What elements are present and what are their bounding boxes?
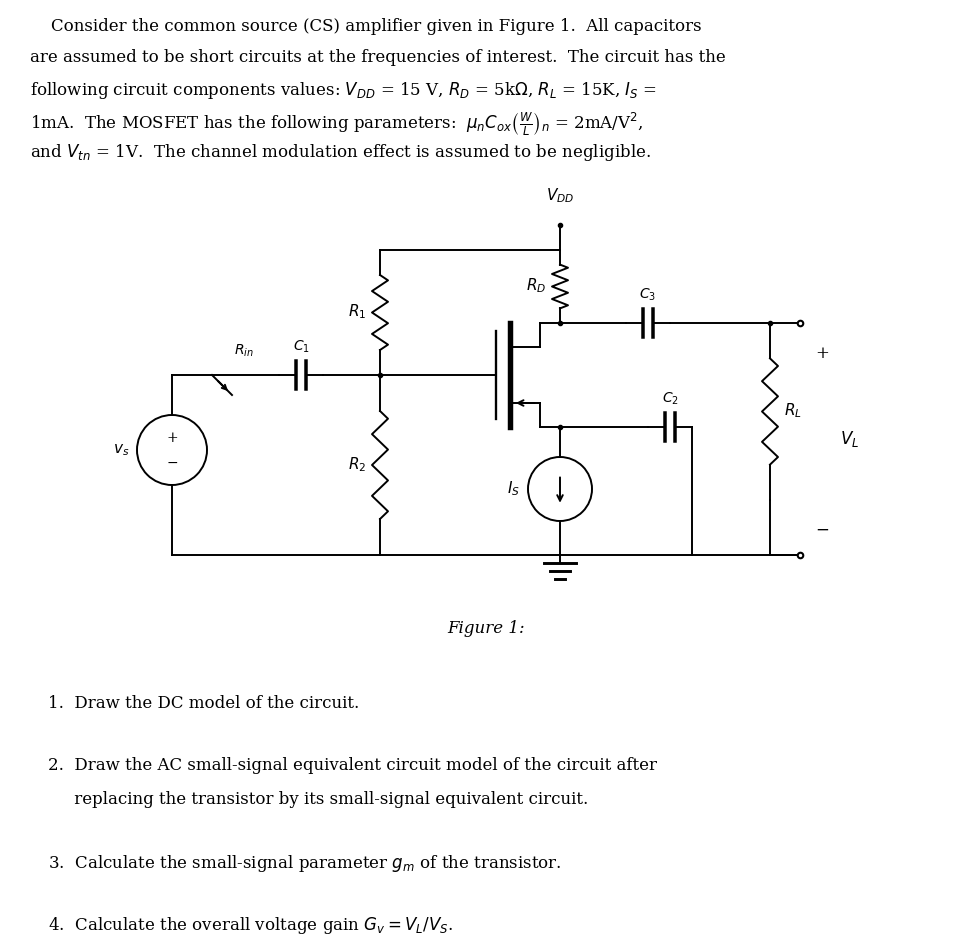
- Text: $R_D$: $R_D$: [526, 277, 546, 295]
- Text: replacing the transistor by its small-signal equivalent circuit.: replacing the transistor by its small-si…: [48, 791, 588, 808]
- Text: −: −: [166, 456, 178, 471]
- Text: $R_L$: $R_L$: [784, 401, 802, 420]
- Text: $C_1$: $C_1$: [293, 339, 309, 355]
- Text: 4.  Calculate the overall voltage gain $G_v = V_L/V_S$.: 4. Calculate the overall voltage gain $G…: [48, 915, 454, 936]
- Text: $I_S$: $I_S$: [507, 479, 520, 498]
- Text: $V_L$: $V_L$: [841, 429, 859, 449]
- Text: 3.  Calculate the small-signal parameter $g_m$ of the transistor.: 3. Calculate the small-signal parameter …: [48, 853, 562, 874]
- Text: +: +: [816, 344, 829, 362]
- Text: 1mA.  The MOSFET has the following parameters:  $\mu_n C_{ox} \left(\frac{W}{L}\: 1mA. The MOSFET has the following parame…: [30, 111, 643, 139]
- Text: 2.  Draw the AC small-signal equivalent circuit model of the circuit after: 2. Draw the AC small-signal equivalent c…: [48, 757, 657, 774]
- Text: $C_3$: $C_3$: [640, 287, 656, 303]
- Text: $R_{in}$: $R_{in}$: [234, 343, 254, 359]
- Text: $C_2$: $C_2$: [662, 391, 678, 407]
- Text: −: −: [816, 522, 829, 538]
- Text: $v_s$: $v_s$: [113, 442, 129, 457]
- Text: are assumed to be short circuits at the frequencies of interest.  The circuit ha: are assumed to be short circuits at the …: [30, 49, 726, 66]
- Text: $R_1$: $R_1$: [348, 303, 366, 322]
- Text: +: +: [166, 431, 178, 445]
- Text: 1.  Draw the DC model of the circuit.: 1. Draw the DC model of the circuit.: [48, 695, 360, 712]
- Text: following circuit components values: $V_{DD}$ = 15 V, $R_D$ = 5k$\Omega$, $R_L$ : following circuit components values: $V_…: [30, 80, 657, 101]
- Text: Consider the common source (CS) amplifier given in Figure 1.  All capacitors: Consider the common source (CS) amplifie…: [30, 18, 702, 35]
- Text: Figure 1:: Figure 1:: [447, 620, 525, 637]
- Text: and $V_{tn}$ = 1V.  The channel modulation effect is assumed to be negligible.: and $V_{tn}$ = 1V. The channel modulatio…: [30, 142, 651, 163]
- Text: $R_2$: $R_2$: [348, 456, 366, 474]
- Text: $V_{DD}$: $V_{DD}$: [546, 186, 574, 205]
